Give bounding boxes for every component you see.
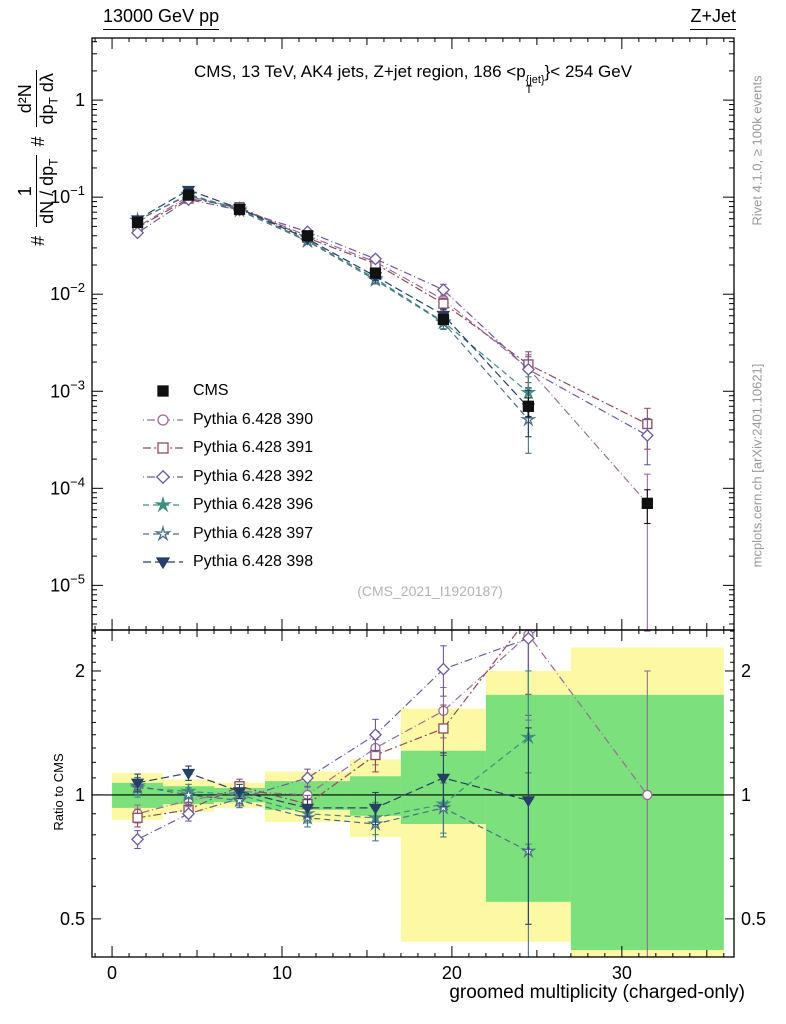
svg-text:2: 2 bbox=[75, 661, 85, 681]
axis-tick-labels: 0 10 20 30 1 10−1 10−2 10−3 10−4 10−5 0.5 0.5 1 1 2 2 bbox=[50, 90, 766, 983]
svg-text:10: 10 bbox=[272, 963, 292, 983]
svg-text:10−5: 10−5 bbox=[50, 571, 85, 595]
ratio-panel-frame bbox=[91, 629, 735, 958]
legend-item: Pythia 6.428 398 bbox=[142, 548, 313, 577]
ylabel-fraction-2: d²N dpT dλ bbox=[14, 70, 62, 128]
legend-label: Pythia 6.428 391 bbox=[193, 439, 314, 457]
legend-label: Pythia 6.428 392 bbox=[193, 467, 314, 485]
svg-text:20: 20 bbox=[442, 963, 462, 983]
ylabel-fraction-1: 1 dN / dpT bbox=[14, 155, 62, 227]
x-axis-label: groomed multiplicity (charged-only) bbox=[449, 982, 745, 1003]
main-y-axis-label: # 1 dN / dpT # d²N dpT dλ bbox=[8, 38, 68, 278]
legend-label: Pythia 6.428 396 bbox=[193, 496, 314, 514]
legend-marker-circle bbox=[143, 414, 183, 426]
beam-energy-label: 13000 GeV pp bbox=[103, 6, 220, 30]
legend: CMS Pythia 6.428 390 Pythia 6.428 391 Pythi… bbox=[142, 377, 313, 577]
ylabel-f1-numerator: 1 bbox=[14, 186, 35, 197]
svg-text:30: 30 bbox=[612, 963, 632, 983]
series-pythia-6.428-398 bbox=[130, 727, 536, 925]
svg-text:10−1: 10−1 bbox=[50, 183, 85, 207]
legend-item: CMS bbox=[142, 377, 313, 406]
svg-text:1: 1 bbox=[75, 90, 85, 110]
legend-item: Pythia 6.428 396 bbox=[142, 491, 313, 520]
legend-marker-star bbox=[143, 524, 183, 542]
ylabel-f1-denominator: dN / dpT bbox=[35, 155, 62, 227]
legend-marker-triangle-down bbox=[143, 557, 183, 570]
ylabel-hash-1: # bbox=[27, 235, 48, 246]
legend-label: CMS bbox=[193, 382, 229, 400]
svg-text:10−2: 10−2 bbox=[50, 280, 85, 304]
legend-label: Pythia 6.428 397 bbox=[193, 524, 314, 542]
svg-text:1: 1 bbox=[75, 785, 85, 805]
ylabel-hash-2: # bbox=[27, 136, 48, 147]
legend-item: Pythia 6.428 397 bbox=[142, 520, 313, 549]
svg-text:0.5: 0.5 bbox=[60, 909, 85, 929]
svg-text:2: 2 bbox=[741, 661, 751, 681]
svg-text:10−3: 10−3 bbox=[50, 377, 85, 401]
legend-label: Pythia 6.428 398 bbox=[193, 553, 314, 571]
ylabel-f2den-sub: T bbox=[46, 97, 61, 105]
svg-text:10−4: 10−4 bbox=[50, 474, 85, 498]
legend-item: Pythia 6.428 392 bbox=[142, 463, 313, 492]
ylabel-f2-numerator: d²N bbox=[14, 84, 35, 114]
ratio-y-axis-label: Ratio to CMS bbox=[51, 753, 66, 831]
rivet-version-label: Rivet 4.1.0, ≥ 100k events bbox=[749, 75, 765, 226]
legend-item: Pythia 6.428 390 bbox=[142, 406, 313, 435]
analysis-region-label: Z+Jet bbox=[690, 6, 736, 30]
legend-marker-diamond bbox=[143, 469, 183, 484]
plot-title-post: }< 254 GeV bbox=[544, 62, 633, 81]
ylabel-f2-denominator: dpT dλ bbox=[35, 70, 62, 128]
analysis-id-watermark: (CMS_2021_I1920187) bbox=[357, 583, 503, 599]
ylabel-f1den-sub: T bbox=[46, 158, 61, 166]
pt-subsup: {jet} T bbox=[525, 74, 545, 96]
mcplots-credit-label: mcplots.cern.ch [arXiv:2401.10621] bbox=[749, 363, 765, 568]
legend-item: Pythia 6.428 391 bbox=[142, 434, 313, 463]
ylabel-f1den-text: dN / dp bbox=[36, 165, 57, 224]
plot-title: CMS, 13 TeV, AK4 jets, Z+jet region, 186… bbox=[92, 62, 734, 96]
legend-marker-star bbox=[143, 495, 183, 513]
svg-text:1: 1 bbox=[741, 785, 751, 805]
series-cms bbox=[131, 189, 653, 525]
pt-subscript: T bbox=[525, 84, 533, 96]
legend-label: Pythia 6.428 390 bbox=[193, 410, 314, 428]
ylabel-f2den-a: dp bbox=[36, 104, 57, 125]
svg-text:0: 0 bbox=[107, 963, 117, 983]
legend-marker-square bbox=[157, 385, 169, 397]
svg-text:0.5: 0.5 bbox=[741, 909, 766, 929]
plot-title-pre: CMS, 13 TeV, AK4 jets, Z+jet region, 186… bbox=[193, 62, 526, 81]
legend-marker-square bbox=[143, 442, 183, 454]
pt-superscript: {jet} bbox=[525, 74, 545, 86]
axis-ticks bbox=[92, 38, 734, 957]
ylabel-f2den-b: dλ bbox=[36, 73, 57, 98]
